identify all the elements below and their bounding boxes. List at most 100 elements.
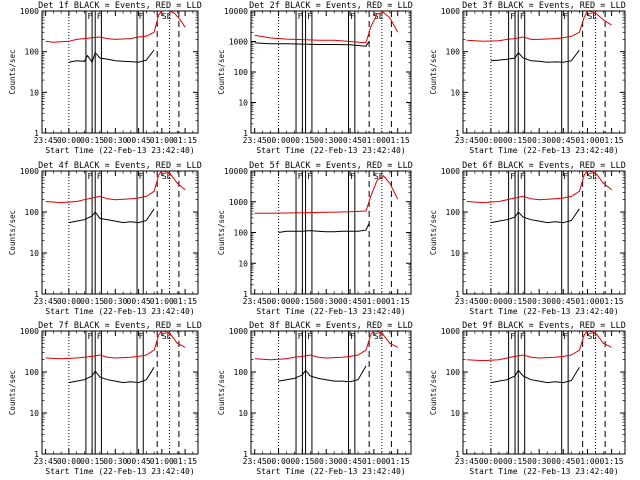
x-tick-label: 01:15: [173, 457, 197, 466]
y-tick-label: 1000: [229, 198, 248, 207]
plot-frame: [41, 330, 199, 455]
x-tick-label: 01:00: [362, 457, 386, 466]
events-series-line: [278, 222, 370, 233]
panel-title: Det 8f BLACK = Events, RED = LLD: [249, 321, 413, 331]
flag-label: F: [87, 172, 92, 181]
x-tick-label: 01:00: [362, 297, 386, 306]
x-tick-label: 01:15: [173, 297, 197, 306]
events-series-line: [490, 367, 580, 384]
flag-label: F: [307, 172, 312, 181]
x-axis-label: Start Time (22-Feb-13 23:42:40): [256, 307, 405, 316]
lld-series-line: [45, 11, 186, 43]
x-tick-label: 23:45: [34, 136, 58, 145]
x-tick-label: 00:15: [290, 297, 314, 306]
panel-det-7: Det 7f BLACK = Events, RED = LLD 1 10 100 10…: [8, 321, 202, 476]
y-tick-label: 1000: [441, 327, 460, 336]
lld-series-line: [254, 175, 399, 214]
panel-title: Det 9f BLACK = Events, RED = LLD: [462, 321, 626, 331]
series-group: [45, 11, 186, 64]
y-tick-label: 10: [238, 99, 248, 108]
x-axis-label: Start Time (22-Feb-13 23:42:40): [45, 307, 194, 316]
lld-series-line: [45, 331, 186, 360]
x-axis-label: Start Time (22-Feb-13 23:42:40): [256, 467, 405, 476]
plot-frame: [250, 10, 412, 134]
flag-label: F: [520, 12, 525, 21]
y-tick-label: 1000: [229, 327, 248, 336]
series-group: [466, 11, 612, 63]
flag-label: F: [307, 332, 312, 341]
y-axis-label: Counts/sec: [429, 49, 438, 94]
x-tick-label: 00:45: [127, 136, 151, 145]
flag-label: F: [139, 332, 144, 341]
lld-series-line: [466, 331, 612, 362]
panel-title: Det 7f BLACK = Events, RED = LLD: [38, 321, 202, 331]
x-tick-label: 01:15: [386, 136, 410, 145]
x-tick-label: 01:00: [575, 457, 599, 466]
x-tick-label: 23:45: [455, 297, 479, 306]
flag-label: F: [563, 172, 568, 181]
x-tick-label: 23:45: [243, 457, 267, 466]
x-axis-label: Start Time (22-Feb-13 23:42:40): [469, 307, 618, 316]
events-series-line: [278, 365, 367, 383]
y-tick-label: 1000: [441, 167, 460, 176]
flag-label: SE: [374, 332, 384, 341]
panel-det-5: Det 5f BLACK = Events, RED = LLD 1 10 100 10…: [217, 161, 413, 316]
flag-label: F: [520, 172, 525, 181]
x-tick-label: 00:45: [551, 457, 575, 466]
flag-label: F: [97, 172, 102, 181]
y-tick-label: 1000: [441, 7, 460, 16]
y-tick-label: 100: [446, 208, 461, 217]
x-tick-label: 01:00: [150, 136, 174, 145]
plot-frame: [462, 170, 626, 295]
flag-label: SE: [374, 12, 384, 21]
y-axis-label: Counts/sec: [217, 210, 226, 255]
x-tick-label: 00:00: [267, 136, 291, 145]
x-axis-label: Start Time (22-Feb-13 23:42:40): [45, 146, 194, 155]
flag-label: SE: [374, 172, 384, 181]
flag-label: F: [139, 172, 144, 181]
x-tick-label: 23:45: [455, 457, 479, 466]
x-tick-label: 00:45: [338, 297, 362, 306]
y-tick-label: 10000: [224, 167, 248, 176]
series-group: [254, 175, 399, 233]
x-tick-label: 00:15: [290, 136, 314, 145]
flag-label: F: [350, 12, 355, 21]
x-axis-label: Start Time (22-Feb-13 23:42:40): [469, 467, 618, 476]
x-tick-label: 00:15: [80, 136, 104, 145]
flag-label: SE: [162, 172, 172, 181]
y-tick-label: 10: [29, 249, 39, 258]
y-axis-label: Counts/sec: [429, 210, 438, 255]
x-tick-label: 00:45: [551, 136, 575, 145]
lld-series-line: [45, 171, 186, 204]
lld-series-line: [254, 11, 399, 44]
flag-label: F: [97, 12, 102, 21]
series-group: [466, 171, 612, 224]
flag-label: SE: [587, 172, 597, 181]
x-tick-label: 23:45: [243, 297, 267, 306]
panel-det-9: Det 9f BLACK = Events, RED = LLD 1 10 100 10…: [429, 321, 626, 476]
panel-title: Det 5f BLACK = Events, RED = LLD: [249, 161, 413, 171]
x-tick-label: 00:00: [57, 457, 81, 466]
x-tick-label: 00:15: [80, 457, 104, 466]
y-tick-label: 100: [446, 48, 461, 57]
x-tick-label: 01:15: [600, 297, 624, 306]
plot-frame: [41, 10, 199, 134]
x-tick-label: 00:30: [314, 457, 338, 466]
x-tick-label: 00:30: [103, 136, 127, 145]
lld-series-line: [466, 171, 612, 204]
flag-label: F: [350, 332, 355, 341]
y-tick-label: 1000: [20, 167, 39, 176]
series-group: [45, 171, 186, 224]
x-tick-label: 01:15: [173, 136, 197, 145]
x-tick-label: 00:00: [267, 297, 291, 306]
y-tick-label: 10: [238, 259, 248, 268]
x-tick-label: 23:45: [34, 457, 58, 466]
events-series-line: [254, 41, 370, 47]
y-tick-label: 100: [25, 208, 40, 217]
x-tick-label: 00:30: [314, 297, 338, 306]
events-series-line: [68, 367, 155, 384]
x-tick-label: 00:30: [103, 297, 127, 306]
plot-frame: [462, 330, 626, 455]
y-tick-label: 1000: [229, 38, 248, 47]
